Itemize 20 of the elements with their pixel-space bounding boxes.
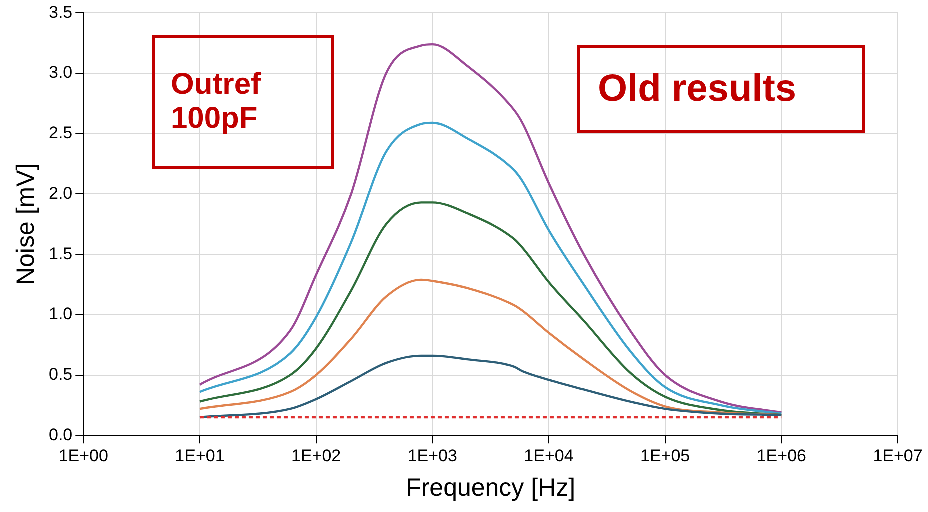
annotation: Old results — [577, 45, 865, 133]
y-tick-label: 2.5 — [48, 124, 73, 143]
y-tick-label: 1.0 — [48, 304, 73, 324]
x-tick-label: 1E+06 — [756, 446, 806, 466]
x-tick-label: 1E+01 — [175, 446, 225, 466]
y-tick-label: 3.5 — [48, 2, 73, 22]
y-tick-label: 3.0 — [48, 63, 73, 82]
y-tick-label: 1.5 — [48, 244, 73, 264]
x-tick-label: 1E+00 — [58, 446, 108, 466]
x-axis-title: Frequency [Hz] — [406, 474, 576, 502]
y-tick-label: 2.0 — [48, 184, 73, 203]
x-tick-label: 1E+04 — [524, 446, 574, 466]
y-tick-label: 0.5 — [48, 364, 73, 384]
y-axis-title: Noise [mV] — [12, 163, 40, 286]
x-tick-label: 1E+02 — [291, 446, 342, 466]
y-tick-label: 0.0 — [48, 425, 73, 444]
x-tick-label: 1E+03 — [408, 446, 458, 466]
annotation: Outref 100pF — [152, 35, 334, 169]
x-tick-label: 1E+07 — [873, 446, 923, 466]
x-tick-label: 1E+05 — [640, 446, 690, 466]
